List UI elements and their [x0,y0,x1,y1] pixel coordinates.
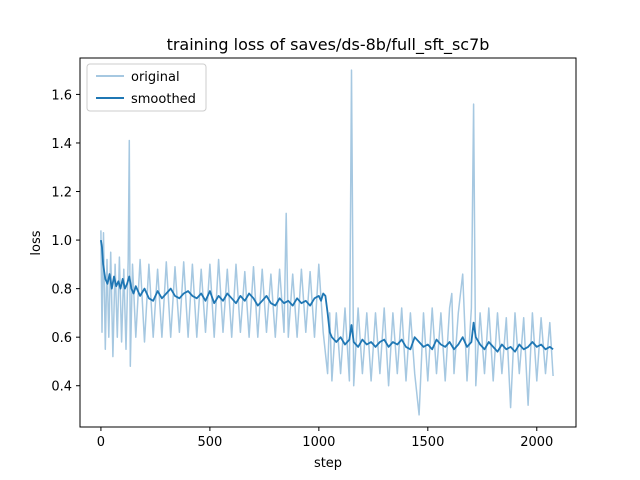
y-tick-label: 1.6 [51,88,72,103]
y-tick-label: 1.0 [51,234,72,249]
y-tick-label: 0.4 [51,380,72,395]
plot-area [100,69,554,416]
y-tick-label: 1.2 [51,186,72,201]
y-tick-label: 0.8 [51,283,72,298]
x-tick-label: 1000 [302,435,335,450]
y-tick-label: 1.4 [51,137,72,152]
x-tick-label: 500 [197,435,222,450]
legend-label-original: original [131,70,180,85]
x-axis: 0 500 1000 1500 2000 [97,427,553,450]
series-line-original [100,69,554,416]
y-tick-label: 0.6 [51,331,72,346]
x-tick-label: 0 [97,435,105,450]
chart-title: training loss of saves/ds-8b/full_sft_sc… [167,35,490,55]
x-tick-label: 1500 [411,435,444,450]
legend-label-smoothed: smoothed [131,92,196,107]
y-axis-label: loss [29,230,44,255]
axes-frame [79,57,577,428]
x-tick-label: 2000 [520,435,553,450]
legend: original smoothed [86,63,207,112]
y-axis: 0.4 0.6 0.8 1.0 1.2 1.4 1.6 [51,88,80,395]
x-axis-label: step [314,456,342,471]
series-line-smoothed [100,239,554,353]
